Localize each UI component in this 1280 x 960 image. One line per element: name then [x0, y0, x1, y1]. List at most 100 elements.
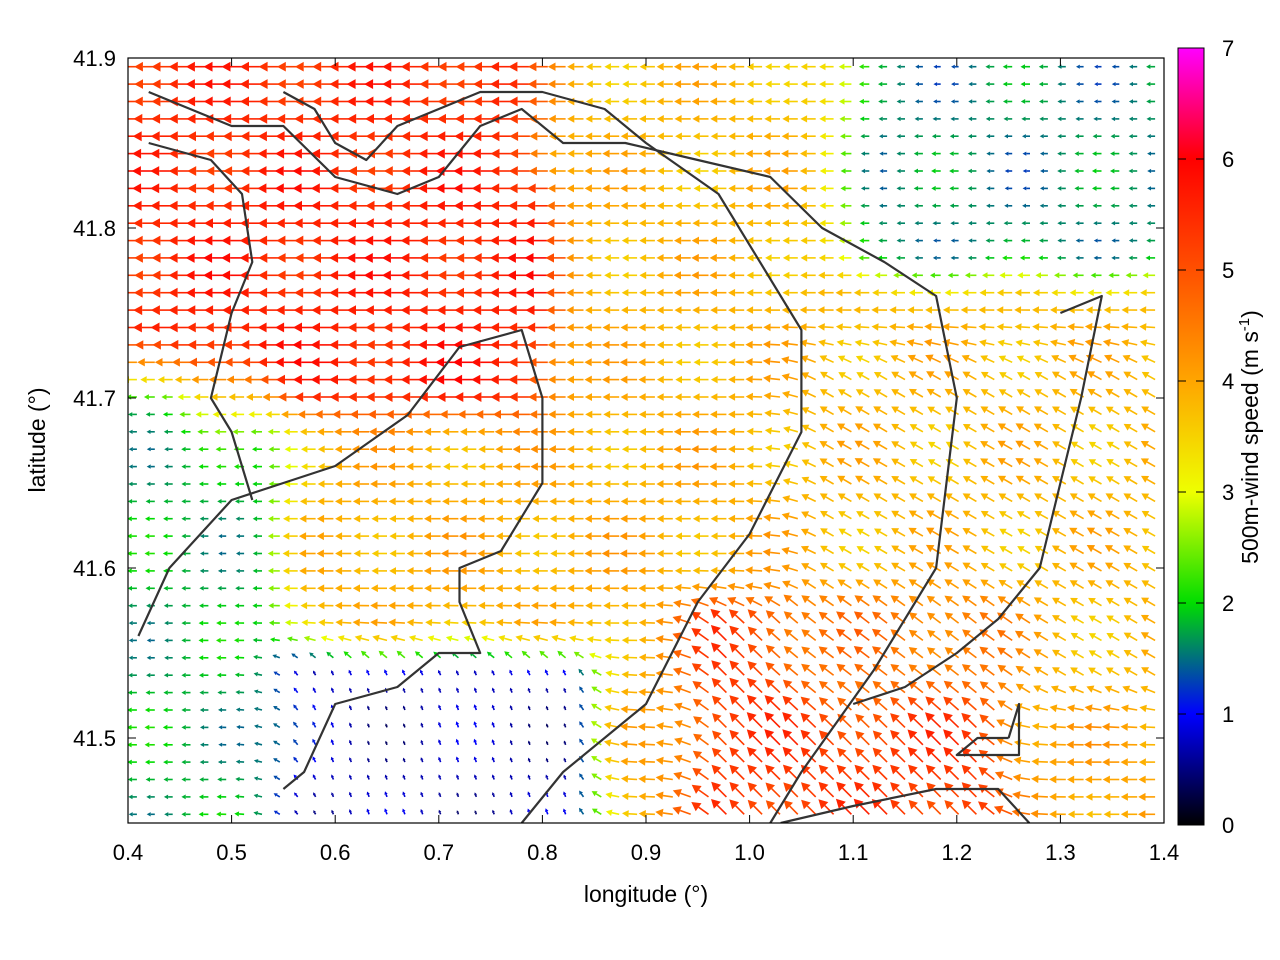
wind-arrow [590, 721, 602, 729]
wind-arrow [997, 682, 1013, 694]
wind-arrow-head [854, 781, 864, 792]
wind-arrow-head [1138, 775, 1146, 784]
wind-arrow [234, 637, 245, 643]
wind-arrow-shaft [331, 672, 335, 676]
wind-arrow-shaft [595, 775, 602, 781]
wind-arrow [729, 677, 745, 694]
wind-arrow-head [746, 712, 757, 722]
wind-arrow-head [729, 729, 740, 740]
wind-arrow [996, 719, 1013, 729]
wind-arrow-head [253, 793, 259, 799]
wind-arrow-head [120, 358, 127, 366]
wind-arrow-head [691, 663, 702, 673]
wind-arrow [216, 655, 227, 661]
wind-arrow-shaft [403, 742, 406, 746]
wind-arrow-shaft [770, 534, 781, 537]
wind-arrow [782, 679, 799, 694]
wind-arrow-head [907, 729, 918, 740]
wind-arrow-head [509, 705, 513, 709]
wind-arrow [1088, 650, 1102, 659]
wind-arrow-head [401, 669, 406, 674]
wind-arrow-head [330, 739, 334, 743]
wind-arrow-shaft [735, 718, 745, 728]
wind-arrow [309, 652, 317, 659]
wind-arrow [620, 688, 638, 696]
wind-arrow-shaft [824, 701, 835, 711]
wind-arrow-head [348, 669, 352, 674]
wind-arrow-head [588, 652, 596, 659]
wind-arrow-head [557, 650, 563, 657]
wind-arrow [782, 712, 799, 728]
wind-arrow-shaft [752, 735, 763, 746]
wind-arrow-head [331, 774, 334, 778]
wind-arrow [621, 670, 638, 679]
wind-arrow-head [367, 723, 370, 726]
wind-arrow-shaft [474, 706, 478, 711]
wind-arrow-head [818, 799, 829, 810]
wind-arrow-head [545, 687, 549, 691]
wind-arrow-head [835, 798, 846, 809]
wind-arrow-head [1101, 740, 1110, 749]
wind-arrow-head [234, 637, 239, 643]
wind-arrow-shaft [474, 776, 478, 780]
wind-arrow-head [273, 706, 278, 710]
wind-arrow-head [253, 689, 259, 694]
wind-arrow-shaft [627, 725, 638, 729]
wind-arrow [293, 756, 299, 763]
wind-arrow [711, 747, 727, 763]
wind-arrow [1066, 740, 1084, 749]
wind-arrow-head [818, 781, 829, 792]
wind-arrow-shaft [510, 759, 513, 763]
wind-arrow-head [800, 680, 810, 690]
wind-arrow [128, 707, 137, 713]
wind-arrow-shaft [349, 794, 353, 798]
wind-arrow-shaft [313, 794, 317, 798]
wind-arrow [303, 635, 316, 642]
wind-arrow [293, 721, 299, 728]
wind-arrow [402, 687, 406, 693]
wind-arrow-head [198, 655, 204, 661]
wind-arrow-head [254, 724, 259, 729]
wind-arrow [128, 638, 137, 643]
wind-arrow-head [655, 704, 664, 713]
wind-arrow [146, 794, 155, 800]
wind-arrow [474, 810, 478, 815]
wind-arrow-head [144, 724, 150, 730]
wind-arrow [366, 808, 370, 815]
wind-arrow-head [438, 756, 442, 761]
wind-arrow [638, 653, 655, 662]
wind-arrow-head [637, 740, 646, 749]
wind-arrow [293, 704, 299, 711]
wind-arrow [872, 781, 888, 798]
wind-arrow-shaft [842, 719, 852, 728]
wind-arrow-head [294, 792, 298, 796]
wind-arrow-shaft [293, 654, 299, 659]
wind-arrow [1121, 704, 1138, 713]
wind-arrow [656, 722, 673, 731]
wind-arrow-shaft [770, 551, 781, 555]
wind-arrow [162, 724, 173, 730]
wind-arrow-head [890, 747, 900, 757]
wind-arrow-head [293, 687, 298, 692]
wind-arrow [217, 759, 227, 765]
wind-arrow [366, 791, 370, 798]
wind-arrow [872, 663, 888, 676]
wind-arrow-head [978, 732, 989, 742]
wind-arrow-shaft [1091, 707, 1102, 711]
wind-arrow-shaft [331, 812, 335, 815]
wind-arrow-head [925, 696, 935, 706]
wind-arrow [527, 757, 531, 763]
wind-arrow-shaft [1002, 739, 1013, 746]
wind-arrow-head [836, 680, 846, 690]
wind-arrow [1070, 667, 1085, 676]
wind-arrow [128, 759, 137, 765]
wind-arrow-head [320, 635, 328, 642]
wind-arrow-shaft [313, 724, 317, 728]
wind-arrow-head [1049, 792, 1057, 801]
wind-arrow-shaft [294, 758, 299, 763]
wind-arrow-shaft [824, 718, 835, 728]
wind-arrow [146, 638, 155, 643]
wind-arrow [504, 651, 513, 659]
wind-arrow-head [1066, 722, 1074, 731]
wind-arrow-shaft [274, 638, 280, 642]
